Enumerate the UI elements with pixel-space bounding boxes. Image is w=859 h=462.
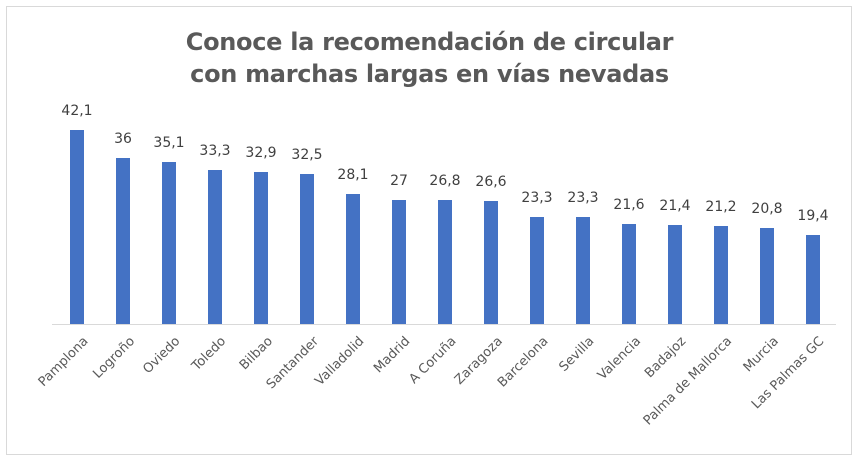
data-label: 20,8 [751,201,783,218]
category-label: Valencia [594,334,645,384]
data-label: 27 [390,172,408,189]
data-label: 21,6 [613,197,645,214]
bar [714,226,728,324]
data-label: 35,1 [153,135,185,152]
data-label: 21,2 [705,199,737,216]
bar [576,216,590,324]
bar [438,200,452,324]
data-label: 36 [114,131,132,148]
data-label: 42,1 [61,102,93,119]
category-label: Murcia [740,334,782,376]
category-label: Oviedo [140,334,184,377]
data-label: 21,4 [659,198,691,215]
data-label: 33,3 [199,143,231,160]
bar [208,170,222,324]
bar [622,224,636,324]
bar [116,158,130,324]
data-label: 23,3 [567,189,599,206]
chart-title-line-1: Conoce la recomendación de circular [185,28,674,56]
category-label: Badajoz [642,334,690,382]
bar [668,225,682,324]
category-label: Palma de Mallorca [640,334,736,429]
bar [70,129,84,324]
data-label: 32,5 [291,147,323,164]
category-label: Logroño [90,334,139,382]
category-label: A Coruña [406,334,460,387]
bar [760,228,774,324]
chart-title: Conoce la recomendación de circular con … [0,26,859,90]
bar [300,174,314,324]
category-label: Bilbao [236,334,276,374]
data-label: 26,8 [429,173,461,190]
bar [346,194,360,324]
bar [162,162,176,324]
bar [484,201,498,324]
category-label: Sevilla [556,334,598,375]
bar [254,172,268,324]
data-label: 28,1 [337,167,369,184]
data-label: 32,9 [245,145,277,162]
category-label: Madrid [371,334,414,377]
category-label: Valladolid [312,334,368,389]
data-label: 19,4 [797,207,829,224]
bar [392,199,406,324]
data-label: 23,3 [521,189,553,206]
x-axis-line [52,324,836,325]
chart-title-line-2: con marchas largas en vías nevadas [190,60,669,88]
category-label: Pamplona [35,334,92,390]
data-label: 26,6 [475,174,507,191]
category-label: Toledo [189,334,230,374]
bar [806,234,820,324]
chart-frame [6,6,852,455]
bar [530,216,544,324]
